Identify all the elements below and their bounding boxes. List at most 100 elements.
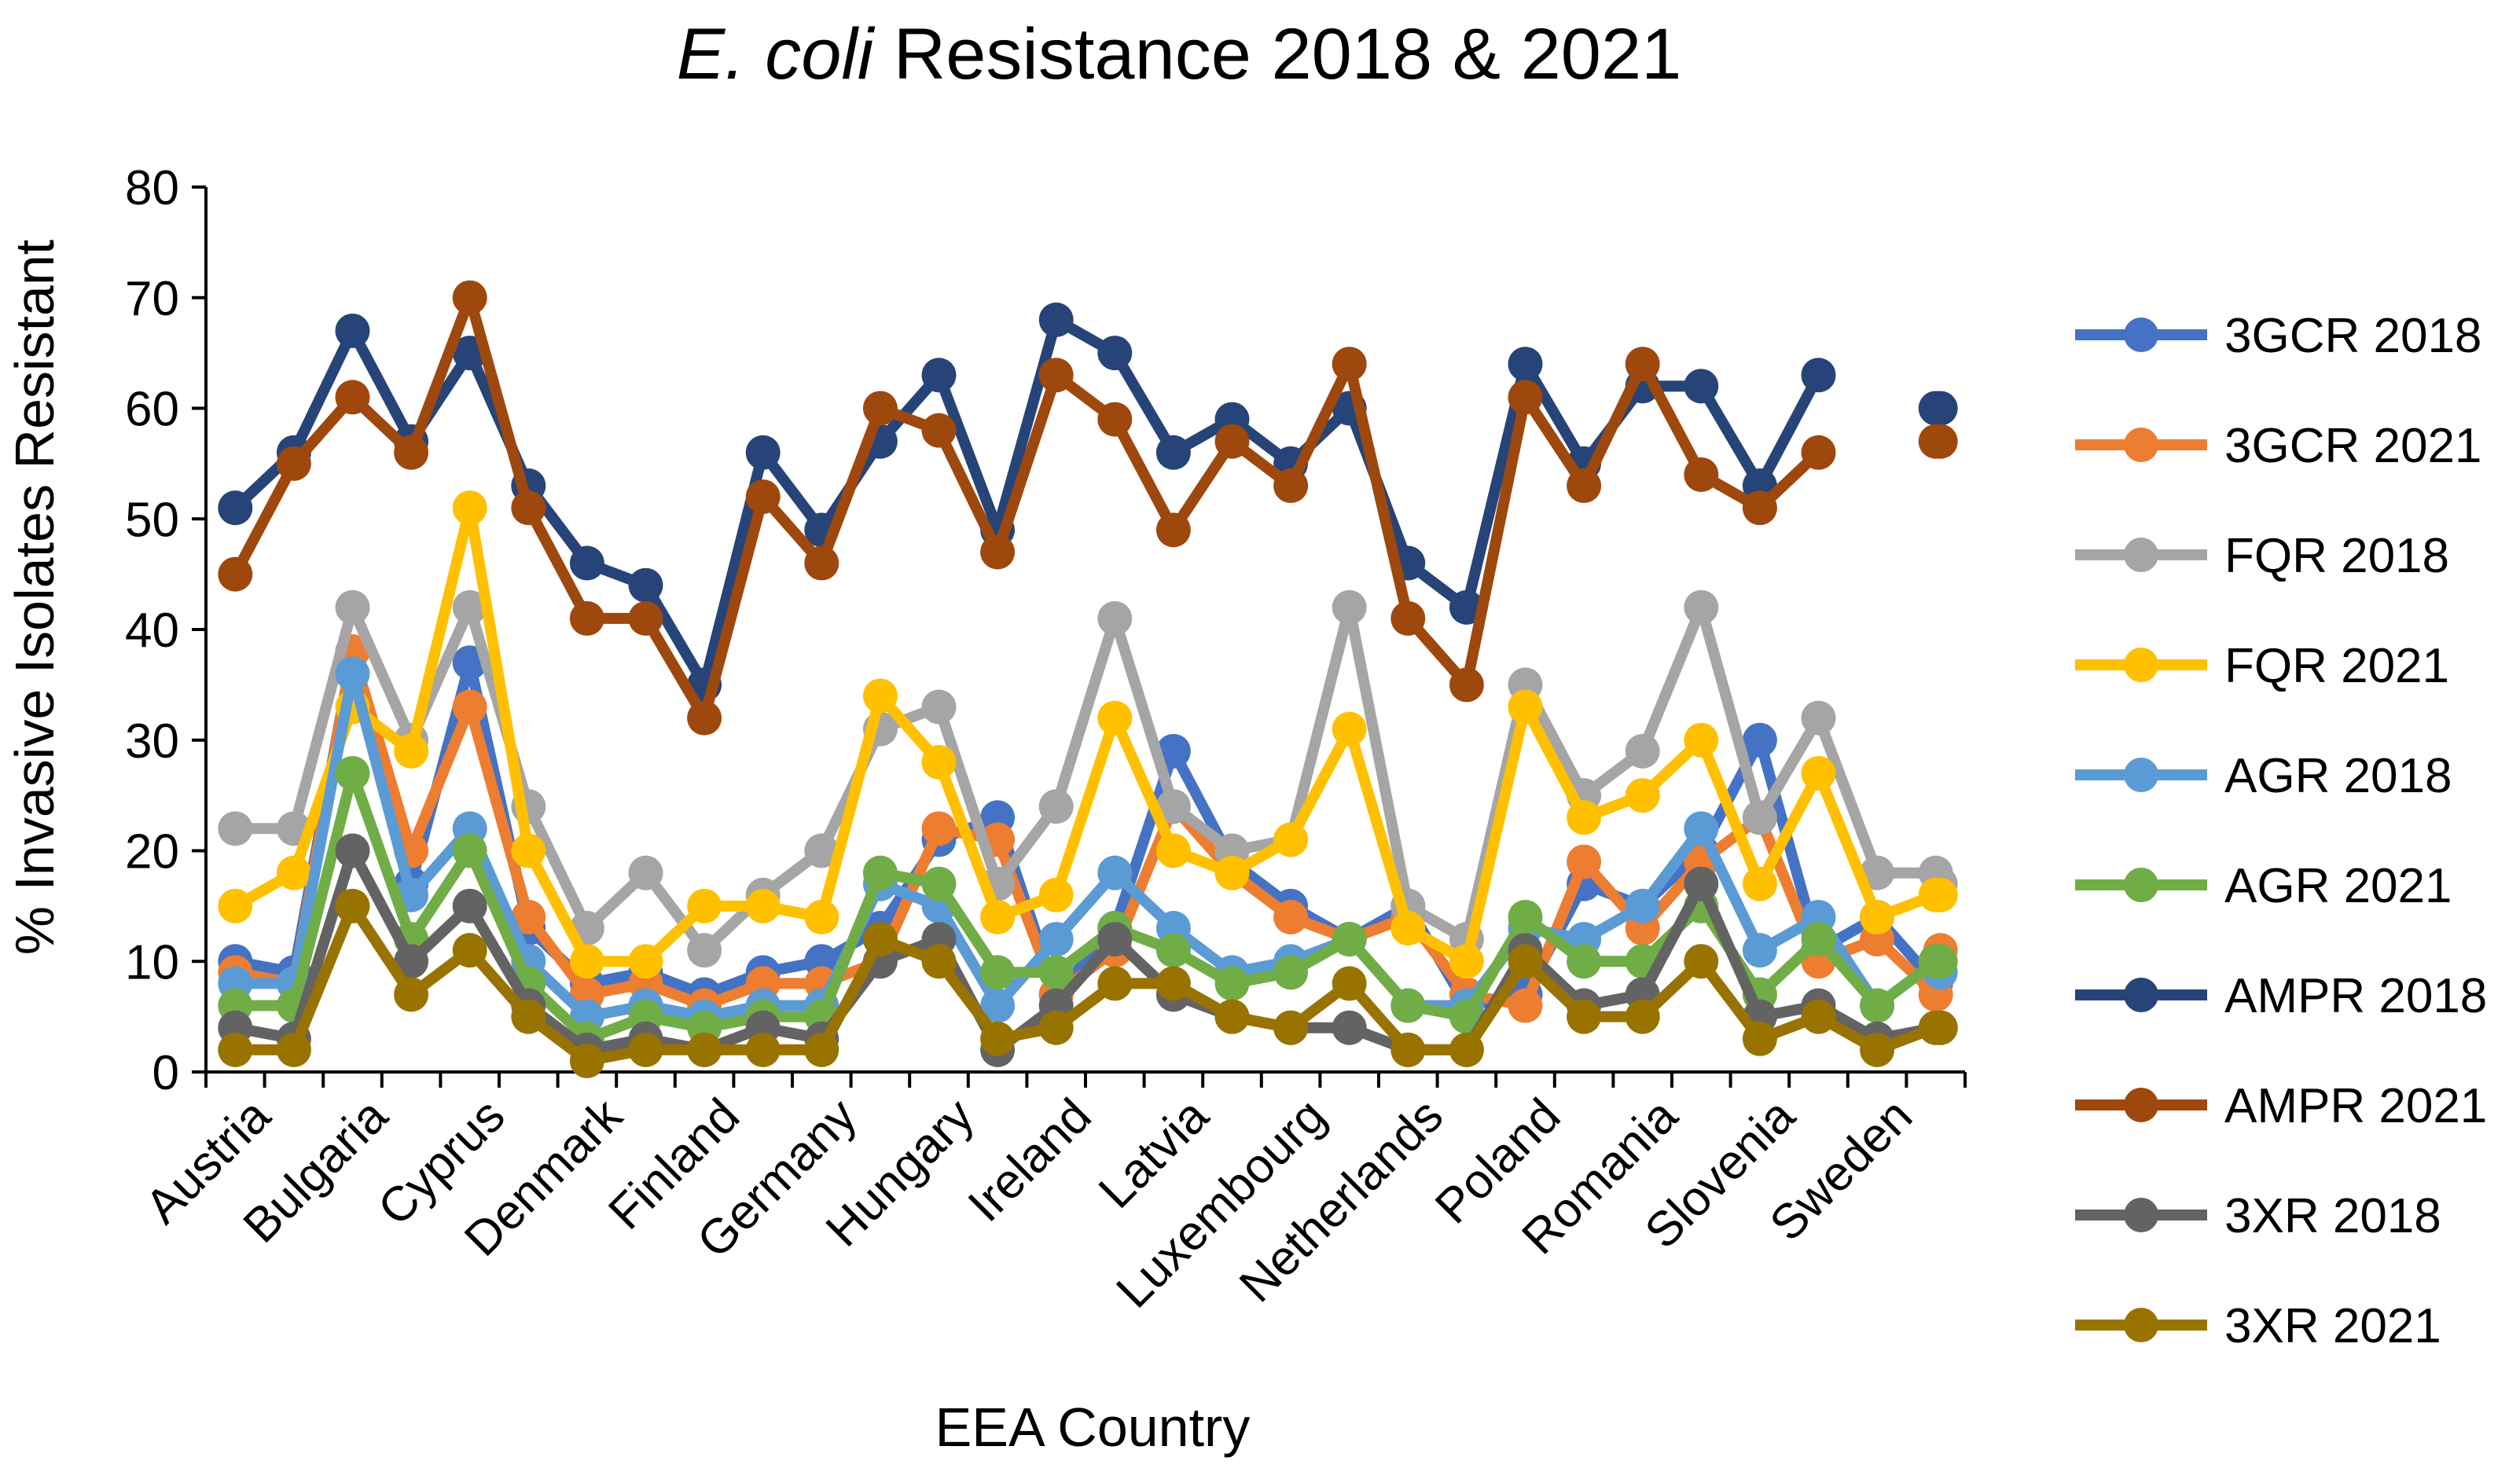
data-point [1214, 855, 1250, 890]
data-point [1860, 988, 1895, 1023]
data-point [394, 435, 429, 470]
series-4 [218, 490, 1958, 979]
data-point [1332, 1010, 1367, 1045]
data-point [1332, 711, 1367, 747]
y-tick-label: 50 [125, 493, 179, 547]
data-point [1625, 733, 1660, 769]
data-point [335, 313, 370, 348]
data-point [569, 545, 604, 581]
legend-item: AGR 2018 [2075, 749, 2452, 803]
data-point [1038, 955, 1074, 990]
legend-label: AMPR 2018 [2224, 969, 2487, 1023]
data-point [628, 1032, 663, 1067]
data-point [1567, 468, 1602, 504]
data-point [1390, 988, 1426, 1023]
legend-label: AGR 2018 [2224, 749, 2452, 803]
data-point [862, 922, 898, 957]
data-point [511, 490, 546, 526]
data-point [687, 933, 722, 968]
data-point [1390, 911, 1426, 946]
data-point [804, 545, 839, 581]
data-point [335, 380, 370, 415]
data-point [1508, 689, 1543, 725]
data-point [1684, 722, 1719, 758]
data-point [921, 944, 957, 979]
data-point [335, 755, 370, 791]
legend-label: 3GCR 2021 [2224, 419, 2481, 473]
data-point [1742, 866, 1777, 901]
y-tick-label: 0 [152, 1046, 179, 1100]
legend-item: AMPR 2021 [2075, 1079, 2487, 1133]
data-point [628, 944, 663, 979]
data-point [218, 811, 253, 846]
data-point [1567, 844, 1602, 879]
data-point [1332, 922, 1367, 957]
data-point [452, 833, 487, 868]
data-point [1273, 955, 1309, 990]
data-point [218, 490, 253, 526]
data-point [1214, 966, 1250, 1001]
data-point [335, 833, 370, 868]
data-point [1508, 899, 1543, 934]
legend-label: 3XR 2018 [2224, 1189, 2441, 1243]
data-point [569, 944, 604, 979]
data-point [1332, 589, 1367, 625]
data-point [921, 689, 957, 725]
y-tick-label: 40 [125, 604, 179, 658]
data-point [511, 999, 546, 1034]
x-axis-title: EEA Country [935, 1397, 1251, 1458]
data-point [452, 490, 487, 526]
legend-swatch-marker [2124, 758, 2158, 792]
data-point [1508, 347, 1543, 382]
data-point [1625, 347, 1660, 382]
data-point [862, 391, 898, 426]
data-point [452, 280, 487, 315]
x-tick-label: Netherlands [1229, 1088, 1453, 1312]
data-point [745, 888, 781, 923]
data-point [1332, 347, 1367, 382]
data-point [1625, 999, 1660, 1034]
data-point [218, 888, 253, 923]
data-point [980, 534, 1016, 570]
data-point [1684, 457, 1719, 492]
data-point [1508, 944, 1543, 979]
data-point [1684, 811, 1719, 846]
data-point [1155, 966, 1191, 1001]
data-point [1923, 424, 1958, 459]
data-point [687, 888, 722, 923]
data-point [1684, 866, 1719, 901]
data-point [1801, 358, 1836, 393]
data-point [628, 567, 663, 603]
y-axis-title: % Invasive Isolates Resistant [4, 240, 65, 955]
data-point [1097, 966, 1133, 1001]
data-point [511, 899, 546, 934]
legend-swatch-marker [2124, 1198, 2158, 1232]
data-point [1625, 778, 1660, 813]
data-point [1923, 877, 1958, 912]
chart-title-rest: Resistance 2018 & 2021 [873, 14, 1681, 94]
data-point [394, 944, 429, 979]
data-point [1097, 922, 1133, 957]
data-point [1038, 877, 1074, 912]
legend-label: FQR 2018 [2224, 529, 2449, 583]
data-point [921, 358, 957, 393]
data-point [921, 866, 957, 901]
data-point [1801, 999, 1836, 1034]
data-point [335, 888, 370, 923]
data-point [452, 933, 487, 968]
data-point [1742, 933, 1777, 968]
data-point [1923, 944, 1958, 979]
data-point [1567, 800, 1602, 835]
data-point [745, 1032, 781, 1067]
data-point [511, 833, 546, 868]
y-tick-label: 70 [125, 272, 179, 326]
data-point [1923, 1010, 1958, 1045]
legend-item: 3XR 2021 [2075, 1299, 2441, 1353]
data-point [1801, 755, 1836, 791]
data-point [1801, 700, 1836, 736]
data-point [276, 855, 311, 890]
legend-label: FQR 2021 [2224, 639, 2449, 693]
data-point [804, 833, 839, 868]
data-point [1273, 822, 1309, 857]
legend-swatch-marker [2124, 318, 2158, 352]
